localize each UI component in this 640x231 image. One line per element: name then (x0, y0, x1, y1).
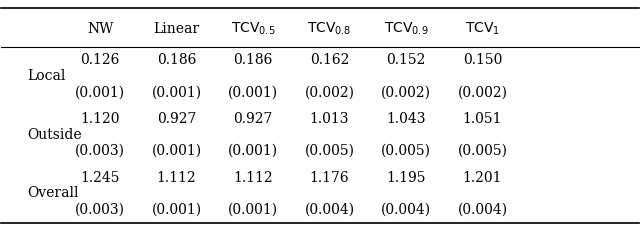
Text: (0.002): (0.002) (458, 85, 508, 99)
Text: 1.043: 1.043 (387, 112, 426, 126)
Text: (0.004): (0.004) (381, 202, 431, 216)
Text: $\mathrm{TCV}_{0.9}$: $\mathrm{TCV}_{0.9}$ (384, 21, 428, 37)
Text: 1.245: 1.245 (81, 170, 120, 185)
Text: 1.176: 1.176 (310, 170, 349, 185)
Text: $\mathrm{TCV}_{1}$: $\mathrm{TCV}_{1}$ (465, 21, 500, 37)
Text: (0.004): (0.004) (458, 202, 508, 216)
Text: (0.002): (0.002) (305, 85, 355, 99)
Text: Local: Local (27, 69, 65, 83)
Text: Linear: Linear (154, 22, 200, 36)
Text: 1.201: 1.201 (463, 170, 502, 185)
Text: 0.150: 0.150 (463, 53, 502, 67)
Text: Outside: Outside (27, 128, 81, 142)
Text: (0.003): (0.003) (75, 144, 125, 158)
Text: 0.162: 0.162 (310, 53, 349, 67)
Text: 1.195: 1.195 (387, 170, 426, 185)
Text: 0.152: 0.152 (387, 53, 426, 67)
Text: 0.927: 0.927 (157, 112, 196, 126)
Text: NW: NW (87, 22, 113, 36)
Text: 0.186: 0.186 (157, 53, 196, 67)
Text: 0.927: 0.927 (234, 112, 273, 126)
Text: 0.126: 0.126 (81, 53, 120, 67)
Text: (0.001): (0.001) (152, 144, 202, 158)
Text: (0.005): (0.005) (381, 144, 431, 158)
Text: (0.001): (0.001) (75, 85, 125, 99)
Text: 1.112: 1.112 (157, 170, 196, 185)
Text: $\mathrm{TCV}_{0.5}$: $\mathrm{TCV}_{0.5}$ (231, 21, 275, 37)
Text: (0.001): (0.001) (228, 144, 278, 158)
Text: (0.001): (0.001) (228, 85, 278, 99)
Text: 1.051: 1.051 (463, 112, 502, 126)
Text: 0.186: 0.186 (234, 53, 273, 67)
Text: (0.005): (0.005) (458, 144, 508, 158)
Text: (0.005): (0.005) (305, 144, 355, 158)
Text: (0.001): (0.001) (152, 202, 202, 216)
Text: 1.013: 1.013 (310, 112, 349, 126)
Text: 1.120: 1.120 (81, 112, 120, 126)
Text: (0.001): (0.001) (228, 202, 278, 216)
Text: (0.001): (0.001) (152, 85, 202, 99)
Text: (0.002): (0.002) (381, 85, 431, 99)
Text: (0.003): (0.003) (75, 202, 125, 216)
Text: 1.112: 1.112 (233, 170, 273, 185)
Text: $\mathrm{TCV}_{0.8}$: $\mathrm{TCV}_{0.8}$ (307, 21, 352, 37)
Text: Overall: Overall (27, 186, 78, 201)
Text: (0.004): (0.004) (305, 202, 355, 216)
